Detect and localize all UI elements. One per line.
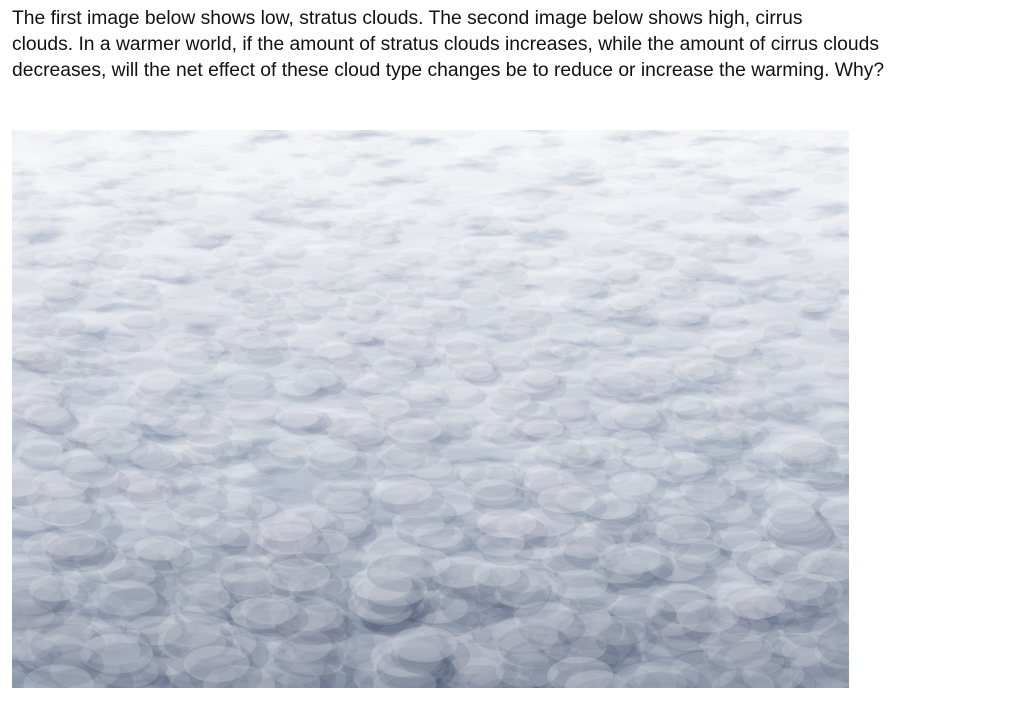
question-line-2: clouds. In a warmer world, if the amount… [12, 34, 879, 55]
question-line-1: The first image below shows low, stratus… [12, 8, 803, 29]
question-text: The first image below shows low, stratus… [12, 6, 1016, 84]
question-line-3: decreases, will the net effect of these … [12, 60, 885, 81]
stratus-cloud-photo [12, 130, 849, 688]
stratus-cloud-image [12, 130, 849, 688]
